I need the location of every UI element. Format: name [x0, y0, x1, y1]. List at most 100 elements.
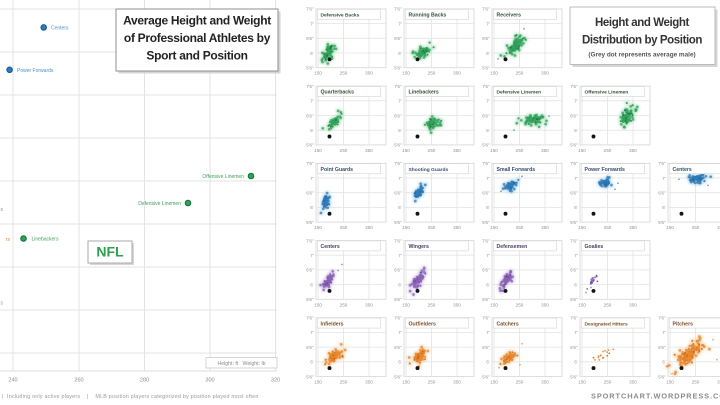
- svg-text:Running Backs: Running Backs: [409, 13, 447, 19]
- svg-text:Wingers: Wingers: [409, 244, 430, 250]
- svg-text:7'6": 7'6": [306, 84, 314, 89]
- svg-text:6': 6': [398, 51, 401, 56]
- svg-text:7': 7': [398, 253, 401, 258]
- svg-text:6'6": 6'6": [658, 345, 666, 350]
- svg-text:150: 150: [402, 380, 410, 385]
- svg-text:6': 6': [486, 282, 489, 287]
- svg-text:350: 350: [629, 225, 637, 230]
- svg-text:150: 150: [314, 148, 322, 153]
- svg-text:7'6": 7'6": [306, 161, 314, 166]
- svg-text:150: 150: [314, 225, 322, 230]
- svg-text:350: 350: [453, 148, 461, 153]
- svg-text:150: 150: [578, 225, 586, 230]
- svg-text:5'6": 5'6": [570, 297, 578, 302]
- svg-text:150: 150: [490, 225, 498, 230]
- svg-text:250: 250: [428, 225, 436, 230]
- svg-text:250: 250: [516, 380, 524, 385]
- svg-text:6'6": 6'6": [306, 191, 314, 196]
- svg-text:250: 250: [516, 225, 524, 230]
- svg-text:150: 150: [490, 148, 498, 153]
- svg-text:150: 150: [314, 302, 322, 307]
- svg-text:250: 250: [516, 148, 524, 153]
- svg-text:5'6": 5'6": [394, 143, 402, 148]
- svg-text:6': 6': [574, 282, 577, 287]
- svg-text:Defensemen: Defensemen: [497, 244, 528, 250]
- svg-text:6'6": 6'6": [394, 191, 402, 196]
- svg-text:350: 350: [541, 148, 549, 153]
- svg-text:250: 250: [692, 225, 700, 230]
- svg-text:5'6": 5'6": [482, 374, 490, 379]
- svg-text:6': 6': [662, 205, 665, 210]
- svg-text:6'6": 6'6": [658, 191, 666, 196]
- svg-text:150: 150: [314, 71, 322, 76]
- svg-text:350: 350: [453, 225, 461, 230]
- svg-text:6': 6': [486, 360, 489, 365]
- svg-text:250: 250: [428, 148, 436, 153]
- svg-text:7'6": 7'6": [658, 161, 666, 166]
- svg-text:6': 6': [662, 360, 665, 365]
- svg-text:350: 350: [541, 302, 549, 307]
- svg-text:250: 250: [340, 380, 348, 385]
- svg-text:350: 350: [717, 380, 720, 385]
- svg-text:6': 6': [486, 51, 489, 56]
- svg-text:6'6": 6'6": [394, 113, 402, 118]
- svg-text:6'6": 6'6": [306, 36, 314, 41]
- svg-text:5'6": 5'6": [482, 297, 490, 302]
- svg-text:250: 250: [428, 302, 436, 307]
- svg-text:Defensive Linemen: Defensive Linemen: [138, 201, 181, 207]
- svg-text:150: 150: [314, 380, 322, 385]
- svg-text:Power Forwards: Power Forwards: [585, 167, 625, 173]
- svg-text:6'6": 6'6": [306, 268, 314, 273]
- svg-text:250: 250: [428, 380, 436, 385]
- svg-text:Infielders: Infielders: [321, 321, 344, 327]
- svg-text:250: 250: [604, 225, 612, 230]
- svg-text:150: 150: [402, 148, 410, 153]
- svg-text:7'6": 7'6": [482, 84, 490, 89]
- svg-text:350: 350: [365, 148, 373, 153]
- svg-text:6'6": 6'6": [394, 345, 402, 350]
- svg-text:7'6": 7'6": [570, 84, 578, 89]
- svg-text:s: s: [1, 301, 4, 307]
- svg-text:7'6": 7'6": [306, 238, 314, 243]
- svg-text:Defensive Linemen: Defensive Linemen: [497, 90, 542, 96]
- svg-text:240: 240: [8, 378, 17, 384]
- svg-text:150: 150: [666, 380, 674, 385]
- svg-text:150: 150: [578, 380, 586, 385]
- svg-text:350: 350: [453, 302, 461, 307]
- svg-text:5'6": 5'6": [482, 143, 490, 148]
- svg-text:5'6": 5'6": [394, 374, 402, 379]
- svg-text:7': 7': [398, 330, 401, 335]
- svg-text:150: 150: [402, 302, 410, 307]
- svg-text:Designated Hitters: Designated Hitters: [585, 321, 628, 327]
- svg-text:7': 7': [662, 176, 665, 181]
- svg-text:5'6": 5'6": [306, 297, 314, 302]
- svg-text:350: 350: [541, 225, 549, 230]
- svg-text:5'6": 5'6": [570, 143, 578, 148]
- svg-text:(Grey dot represents average m: (Grey dot represents average male): [588, 52, 695, 59]
- svg-text:7': 7': [310, 253, 313, 258]
- svg-text:6': 6': [310, 51, 313, 56]
- svg-text:7'6": 7'6": [570, 238, 578, 243]
- svg-text:150: 150: [402, 71, 410, 76]
- svg-text:7'6": 7'6": [482, 238, 490, 243]
- svg-text:300: 300: [205, 378, 214, 384]
- svg-text:250: 250: [692, 380, 700, 385]
- svg-text:150: 150: [490, 302, 498, 307]
- svg-text:7': 7': [486, 99, 489, 104]
- svg-text:350: 350: [365, 71, 373, 76]
- svg-text:7'6": 7'6": [658, 316, 666, 321]
- svg-text:Average Height and Weight: Average Height and Weight: [123, 14, 271, 28]
- svg-text:5'6": 5'6": [570, 374, 578, 379]
- svg-text:6': 6': [574, 205, 577, 210]
- svg-text:6': 6': [398, 282, 401, 287]
- svg-text:250: 250: [516, 71, 524, 76]
- svg-text:Receivers: Receivers: [497, 13, 522, 19]
- svg-text:of Professional Athletes by: of Professional Athletes by: [124, 31, 271, 45]
- svg-text:250: 250: [340, 148, 348, 153]
- svg-text:Shooting Guards: Shooting Guards: [409, 167, 449, 173]
- svg-text:5'6": 5'6": [658, 374, 666, 379]
- svg-text:6'6": 6'6": [394, 36, 402, 41]
- svg-text:Height: ft Weight: lb: Height: ft Weight: lb: [217, 361, 265, 367]
- svg-text:6'6": 6'6": [482, 345, 490, 350]
- svg-text:350: 350: [541, 71, 549, 76]
